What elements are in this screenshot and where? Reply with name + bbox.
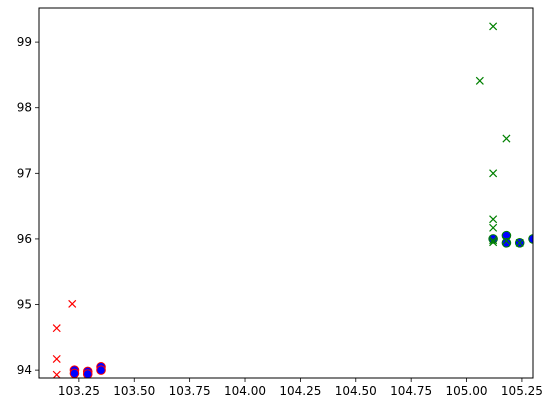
x-tick-label: 105.25 bbox=[501, 384, 543, 398]
data-point-green-circle bbox=[488, 234, 498, 244]
data-point-green-x bbox=[489, 169, 498, 178]
data-point-red-x bbox=[52, 324, 61, 333]
y-tick-label: 97 bbox=[17, 166, 32, 180]
y-tick-label: 94 bbox=[17, 363, 32, 377]
data-point-red-x bbox=[68, 299, 77, 308]
data-point-green-x bbox=[489, 22, 498, 31]
data-point-green-x bbox=[515, 238, 524, 247]
x-tick-label: 103.75 bbox=[169, 384, 211, 398]
data-point-red-circle bbox=[69, 368, 80, 378]
x-tick-label: 104.75 bbox=[390, 384, 432, 398]
x-tick-label: 103.25 bbox=[58, 384, 100, 398]
x-tick-label: 105.00 bbox=[446, 384, 488, 398]
data-point-red-circle bbox=[82, 369, 93, 378]
x-tick-label: 104.25 bbox=[279, 384, 321, 398]
data-point-green-x bbox=[502, 134, 511, 143]
y-axis: 94 95 96 97 98 99 bbox=[17, 35, 39, 377]
plot-frame bbox=[38, 7, 534, 379]
y-tick-label: 96 bbox=[17, 232, 32, 246]
data-point-red-x bbox=[52, 354, 61, 363]
data-point-green-x bbox=[489, 238, 498, 247]
x-tick-label: 103.50 bbox=[113, 384, 155, 398]
x-axis: 103.25 103.50 103.75 104.00 104.25 104.50 104.… bbox=[58, 378, 543, 398]
data-point-green-x bbox=[475, 76, 484, 85]
data-marks bbox=[52, 22, 533, 378]
y-tick-label: 95 bbox=[17, 298, 32, 312]
y-tick-label: 99 bbox=[17, 35, 32, 49]
data-point-green-circle bbox=[528, 234, 533, 244]
data-point-green-x bbox=[502, 236, 511, 245]
data-point-green-x bbox=[489, 223, 498, 232]
data-point-red-x bbox=[52, 370, 61, 378]
data-point-green-x bbox=[489, 215, 498, 224]
x-tick-label: 104.00 bbox=[224, 384, 266, 398]
data-point-green-circle bbox=[501, 238, 512, 248]
data-point-green-x bbox=[489, 236, 498, 245]
x-tick-label: 104.50 bbox=[335, 384, 377, 398]
data-point-red-circle bbox=[96, 365, 106, 375]
y-tick-label: 98 bbox=[17, 101, 32, 115]
